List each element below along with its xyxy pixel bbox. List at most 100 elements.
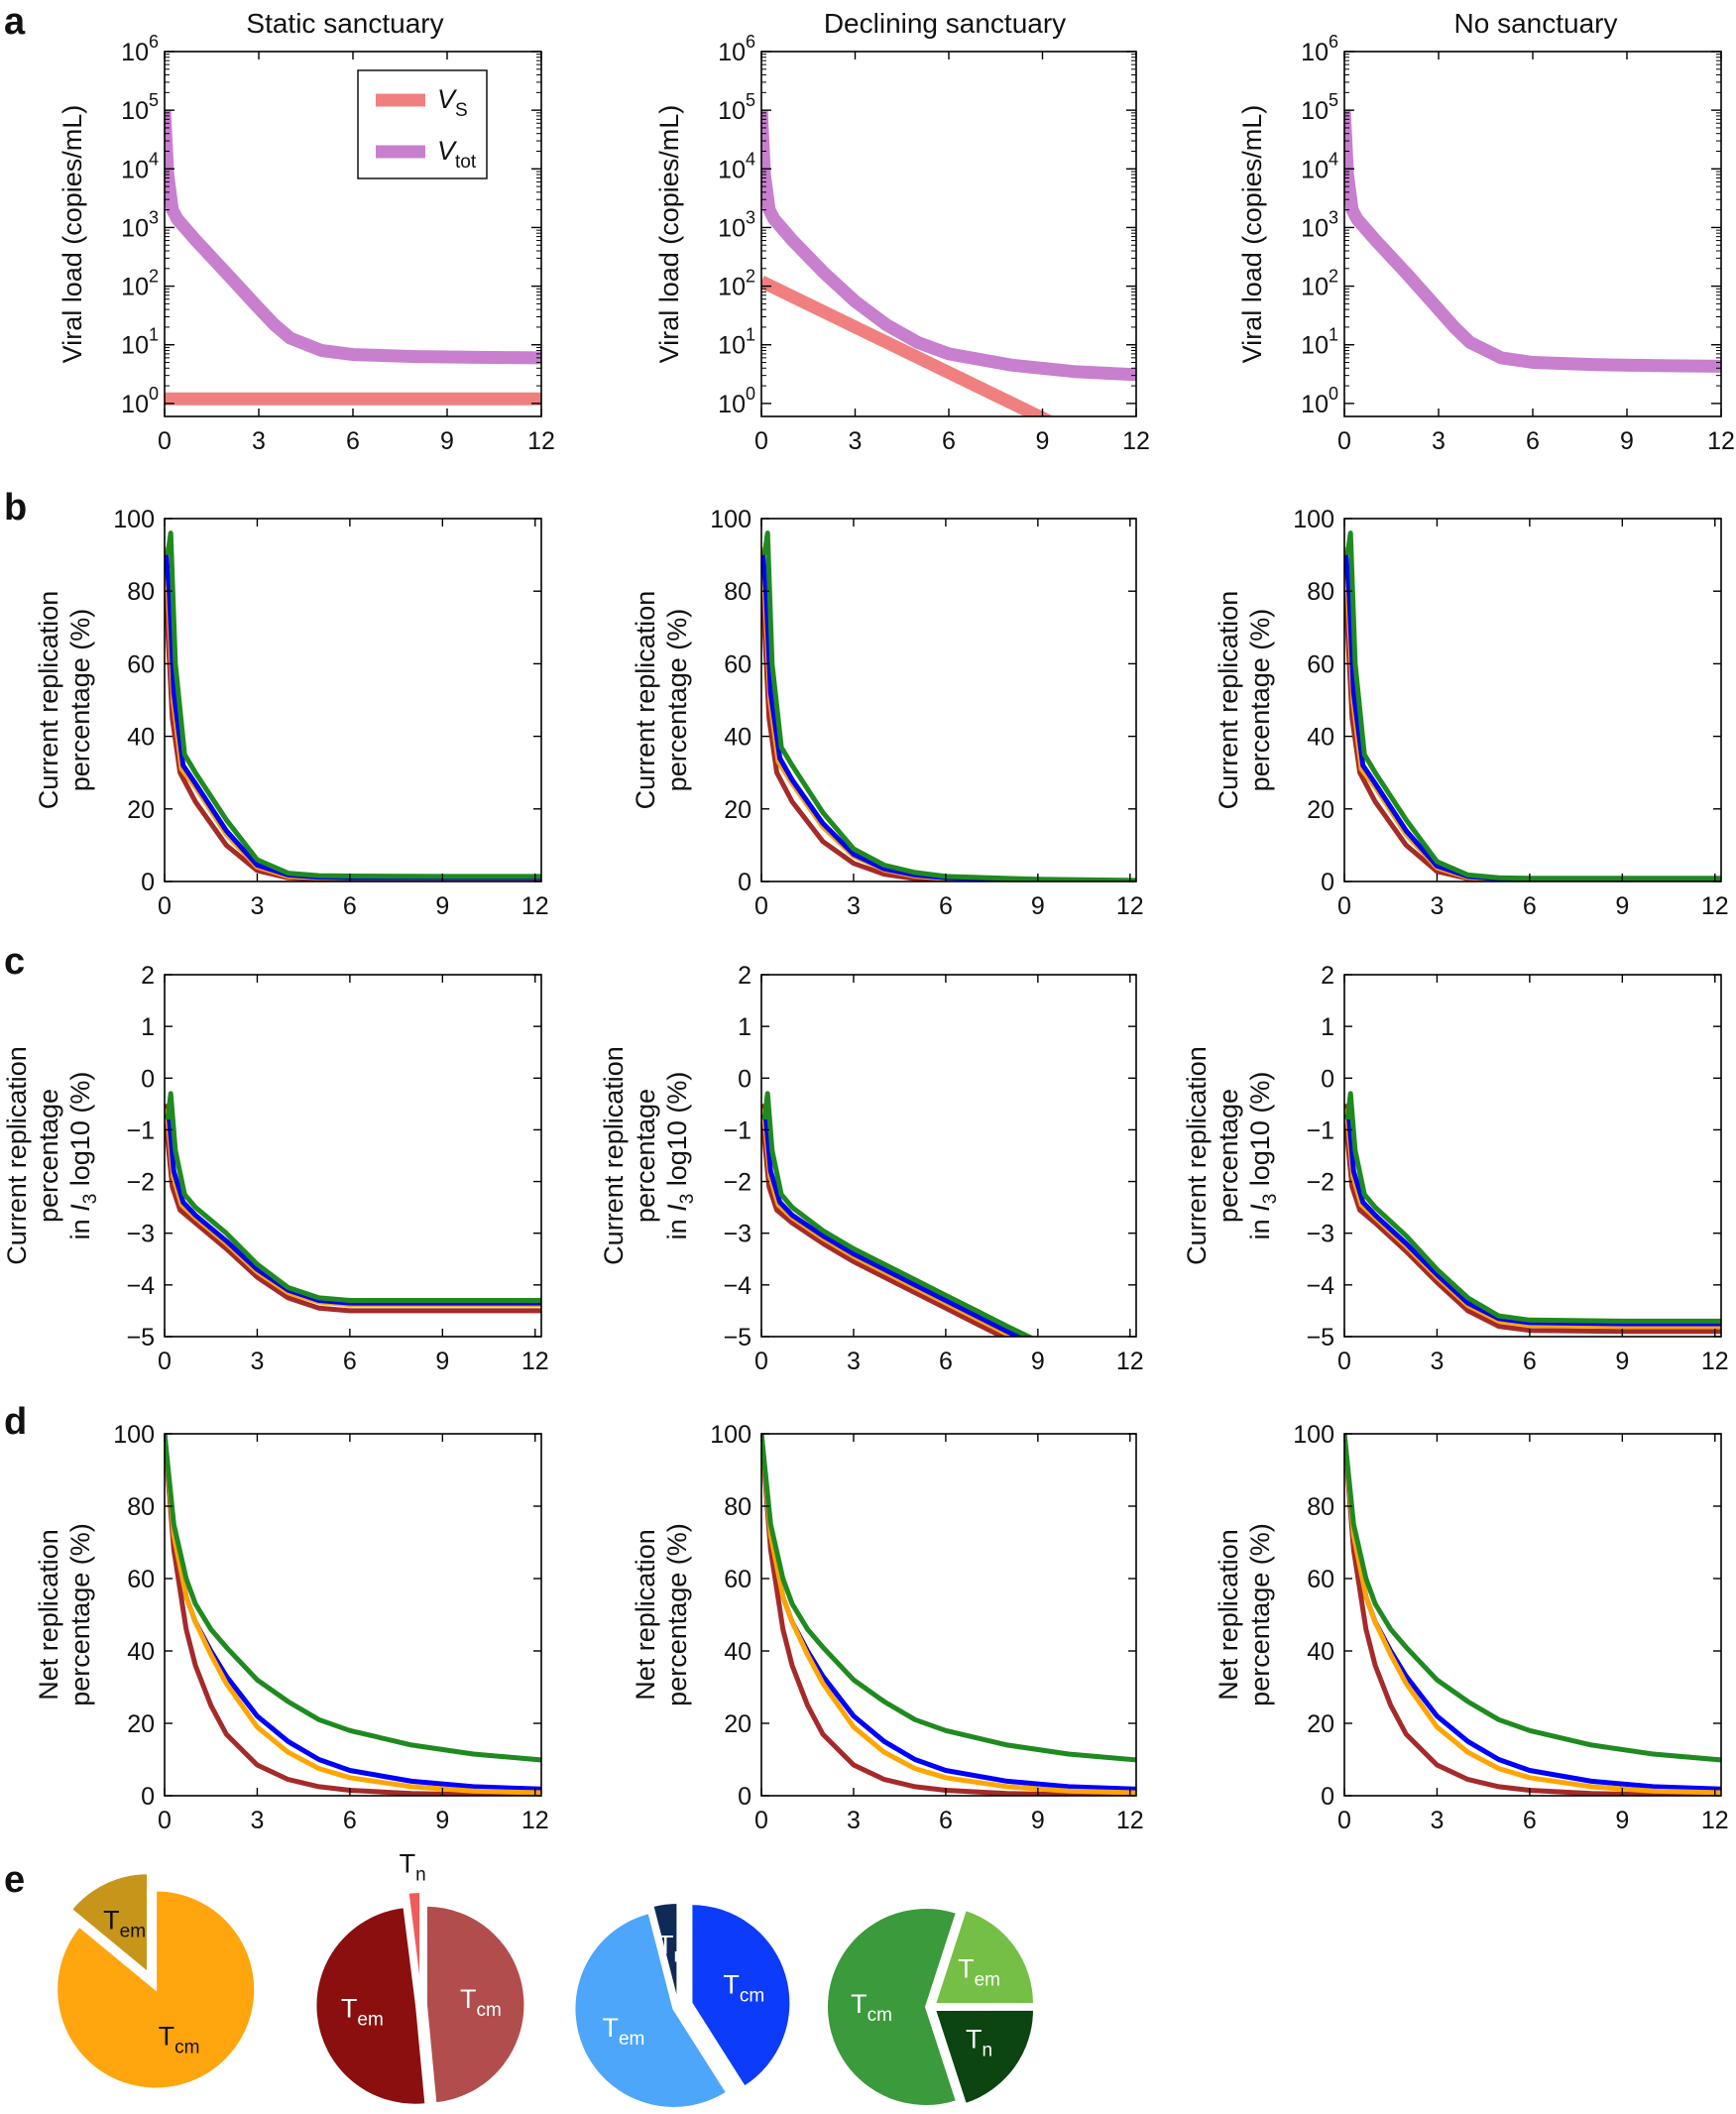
y-tick-label: 20 [1307, 796, 1334, 824]
y-tick-label: 104 [1301, 149, 1338, 183]
pie-label-tem: Tem [341, 1994, 384, 2031]
pie-label-tn: Tn [657, 1930, 684, 1966]
series-line-green [165, 1091, 541, 1303]
pie-1: Tcm Tem [56, 1872, 257, 2090]
legend: VS Vtot [357, 69, 488, 179]
x-tick-label: 9 [1036, 427, 1050, 455]
x-tick-label: 6 [942, 427, 956, 455]
y-axis-label: percentage (%) [65, 609, 95, 792]
x-tick-label: 12 [1116, 1348, 1144, 1375]
plot-a-2: 0 3 6 9 12 100 101 102 103 104 105 106 Viral load (c… [654, 32, 1150, 455]
x-tick-label: 3 [1430, 1807, 1444, 1834]
y-tick-label: 100 [1293, 506, 1334, 533]
y-tick-label: 100 [113, 506, 155, 533]
x-tick-label: 6 [343, 1348, 357, 1375]
y-tick-label: 103 [718, 207, 755, 242]
y-tick-label: 100 [710, 1421, 752, 1449]
y-tick-label: −4 [126, 1272, 155, 1300]
y-tick-label: 106 [1301, 32, 1338, 66]
y-tick-label: 104 [121, 149, 159, 183]
series-line-blue [165, 554, 541, 881]
x-tick-label: 9 [440, 427, 454, 455]
series-line-green [1344, 530, 1721, 881]
y-tick-label: 105 [121, 90, 159, 125]
y-axis-label: Viral load (copies/mL) [654, 105, 684, 364]
y-tick-label: 20 [1307, 1710, 1334, 1738]
plot-b-1: 0 3 6 9 12 0 20 40 60 80 100 Current replication per… [34, 506, 549, 920]
pie-label-tem: Tem [103, 1906, 146, 1942]
series-line-orange [1344, 1109, 1721, 1330]
x-tick-label: 12 [521, 1348, 549, 1375]
y-tick-label: 60 [127, 650, 155, 678]
y-axis-label: Net replication [34, 1529, 63, 1701]
series-line-green [165, 530, 541, 880]
y-tick-label: 20 [127, 1710, 155, 1738]
x-tick-label: 12 [527, 427, 555, 455]
x-tick-label: 6 [1526, 427, 1540, 455]
column-title-none: No sanctuary [1454, 8, 1618, 39]
legend-label-vs: VS [437, 84, 468, 121]
y-tick-label: 101 [1301, 325, 1338, 360]
y-axis-label: Viral load (copies/mL) [1237, 105, 1267, 364]
x-tick-label: 3 [250, 892, 264, 920]
x-tick-label: 9 [1620, 427, 1634, 455]
y-tick-label: −2 [723, 1169, 752, 1197]
y-tick-label: 100 [710, 506, 752, 533]
x-tick-label: 3 [1430, 892, 1444, 920]
pie-slice-tn [651, 1901, 679, 2003]
x-tick-label: 0 [1337, 427, 1351, 455]
pie-slice-tem [69, 1872, 150, 1975]
series-line-orange [165, 1434, 541, 1796]
legend-box [357, 69, 488, 179]
x-tick-label: 0 [1337, 1348, 1351, 1375]
y-axis-label: Current replication [631, 591, 660, 810]
y-tick-label: 40 [1307, 1638, 1334, 1666]
y-tick-label: 0 [1321, 1783, 1334, 1811]
series-line-t-em-dark [1344, 1104, 1721, 1335]
y-axis-label: Net replication [631, 1529, 660, 1701]
y-tick-label: 60 [1307, 1566, 1334, 1593]
y-axis-label: percentage [1214, 1089, 1243, 1223]
y-tick-label: −1 [126, 1116, 155, 1144]
y-tick-label: 60 [724, 650, 752, 678]
y-tick-label: 80 [1307, 578, 1334, 606]
pie-slice-tn [933, 2008, 1036, 2106]
column-title-static: Static sanctuary [246, 8, 443, 39]
axes-frame [1343, 974, 1722, 1338]
y-tick-label: 40 [127, 724, 155, 752]
y-tick-label: 80 [724, 578, 752, 606]
x-tick-label: 3 [252, 427, 266, 455]
series-line-orange [165, 1109, 541, 1308]
plot-d-2: 0 3 6 9 12 0 20 40 60 80 100 Net replication percent… [631, 1421, 1144, 1834]
series-line-t-em-dark [165, 1434, 541, 1796]
pie-label-tcm: Tcm [723, 1970, 764, 2007]
y-tick-label: −2 [1306, 1169, 1334, 1197]
y-tick-label: 0 [738, 869, 752, 896]
y-tick-label: 60 [1307, 650, 1334, 678]
y-axis-label: Current replication [2, 1046, 32, 1265]
series-line-v-tot [1344, 109, 1721, 373]
y-tick-label: 105 [718, 90, 755, 125]
x-tick-label: 6 [343, 892, 357, 920]
axes-frame [760, 518, 1137, 882]
panel-label-e: e [4, 1859, 25, 1901]
y-axis-label: in I3 log10 (%) [662, 1072, 698, 1240]
pie-label-tem: Tem [602, 2013, 644, 2050]
x-tick-label: 3 [847, 1807, 861, 1834]
y-axis-label: Viral load (copies/mL) [58, 105, 87, 364]
x-tick-label: 6 [939, 1348, 953, 1375]
y-tick-label: 0 [1321, 869, 1334, 896]
y-tick-label: 0 [738, 1065, 752, 1093]
x-tick-label: 0 [158, 892, 172, 920]
x-tick-label: 3 [847, 1348, 861, 1375]
y-axis-label: in I3 log10 (%) [65, 1072, 101, 1240]
x-tick-label: 9 [1031, 1807, 1045, 1834]
y-tick-label: 101 [718, 325, 755, 360]
series-line-orange [761, 1434, 1136, 1796]
y-axis-label: percentage (%) [1245, 609, 1275, 792]
y-tick-label: −3 [1306, 1221, 1334, 1248]
